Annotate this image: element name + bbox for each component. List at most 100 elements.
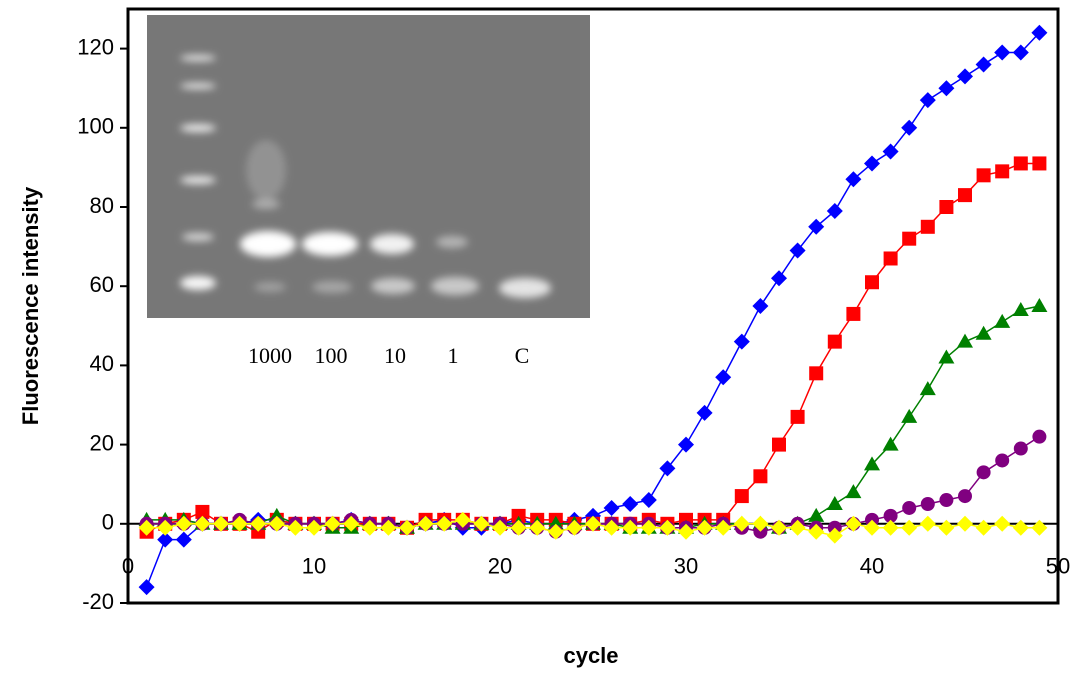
inset-label: 10 xyxy=(384,343,406,368)
marker xyxy=(938,80,955,97)
marker xyxy=(1032,156,1047,171)
marker xyxy=(995,164,1010,179)
marker xyxy=(696,404,713,421)
marker xyxy=(1012,519,1029,536)
marker xyxy=(138,579,155,596)
marker xyxy=(826,496,843,510)
marker xyxy=(975,519,992,536)
marker xyxy=(1013,441,1028,456)
marker xyxy=(826,527,843,544)
marker xyxy=(715,519,732,536)
inset-label: 1 xyxy=(448,343,459,368)
marker xyxy=(919,381,936,396)
marker xyxy=(436,515,453,532)
marker xyxy=(958,489,972,504)
marker xyxy=(231,515,248,532)
marker xyxy=(473,515,490,532)
gel-inset: 1000 100 10 1 C xyxy=(147,15,590,368)
marker xyxy=(883,251,898,266)
marker xyxy=(268,515,285,532)
y-tick-label: 100 xyxy=(77,114,114,139)
x-tick-label: 10 xyxy=(302,554,326,579)
y-tick-label: 40 xyxy=(90,351,114,376)
marker xyxy=(733,333,750,350)
marker xyxy=(772,437,786,452)
inset-label: C xyxy=(515,343,530,368)
marker xyxy=(827,334,842,349)
marker xyxy=(678,523,694,540)
marker xyxy=(734,489,749,504)
marker xyxy=(138,519,155,536)
marker xyxy=(547,523,564,540)
marker xyxy=(845,171,862,188)
marker xyxy=(659,519,676,536)
marker xyxy=(975,56,992,73)
marker xyxy=(399,519,415,536)
marker xyxy=(976,465,991,480)
marker xyxy=(492,519,508,536)
marker xyxy=(864,519,880,536)
marker xyxy=(902,231,917,246)
x-axis-title: cycle xyxy=(563,643,618,668)
marker xyxy=(957,515,973,532)
marker xyxy=(752,515,769,532)
marker xyxy=(640,519,657,536)
marker xyxy=(175,531,192,548)
marker xyxy=(808,523,825,540)
marker xyxy=(194,515,211,532)
marker xyxy=(901,408,918,423)
marker xyxy=(1032,429,1047,444)
marker xyxy=(585,515,601,532)
marker xyxy=(789,242,806,259)
marker xyxy=(790,409,805,424)
marker xyxy=(882,143,899,160)
y-axis-title: Fluorescence intensity xyxy=(18,186,43,425)
marker xyxy=(883,508,898,523)
gel-bands xyxy=(180,55,551,298)
marker xyxy=(1013,156,1028,171)
marker xyxy=(882,519,899,536)
marker xyxy=(958,188,972,203)
marker xyxy=(994,313,1011,328)
marker xyxy=(1031,298,1048,312)
marker xyxy=(696,519,713,536)
marker xyxy=(919,92,936,109)
marker xyxy=(250,515,267,532)
marker xyxy=(771,519,787,536)
marker xyxy=(939,200,954,214)
marker xyxy=(845,515,862,532)
x-tick-label: 30 xyxy=(674,554,698,579)
marker xyxy=(845,484,862,499)
marker xyxy=(919,515,936,532)
marker xyxy=(566,519,583,536)
marker xyxy=(622,496,639,512)
marker xyxy=(846,306,861,321)
marker xyxy=(380,519,397,536)
marker xyxy=(753,469,768,484)
marker xyxy=(603,519,620,536)
marker xyxy=(882,436,899,451)
marker xyxy=(1012,44,1029,61)
marker xyxy=(957,68,973,85)
marker xyxy=(343,515,360,532)
marker xyxy=(938,349,955,364)
marker xyxy=(920,497,935,511)
marker xyxy=(175,515,192,532)
y-tick-label: -20 xyxy=(82,589,114,614)
marker xyxy=(939,493,954,508)
marker xyxy=(529,519,546,536)
marker xyxy=(771,270,787,287)
x-tick-label: 40 xyxy=(860,554,884,579)
marker xyxy=(976,168,991,183)
marker xyxy=(994,515,1011,532)
marker xyxy=(808,218,825,235)
marker xyxy=(361,519,378,536)
y-tick-label: 120 xyxy=(77,34,114,59)
marker xyxy=(324,515,341,532)
marker xyxy=(902,500,917,515)
marker xyxy=(808,507,825,522)
y-tick-label: 20 xyxy=(90,430,114,455)
marker xyxy=(1031,519,1048,536)
